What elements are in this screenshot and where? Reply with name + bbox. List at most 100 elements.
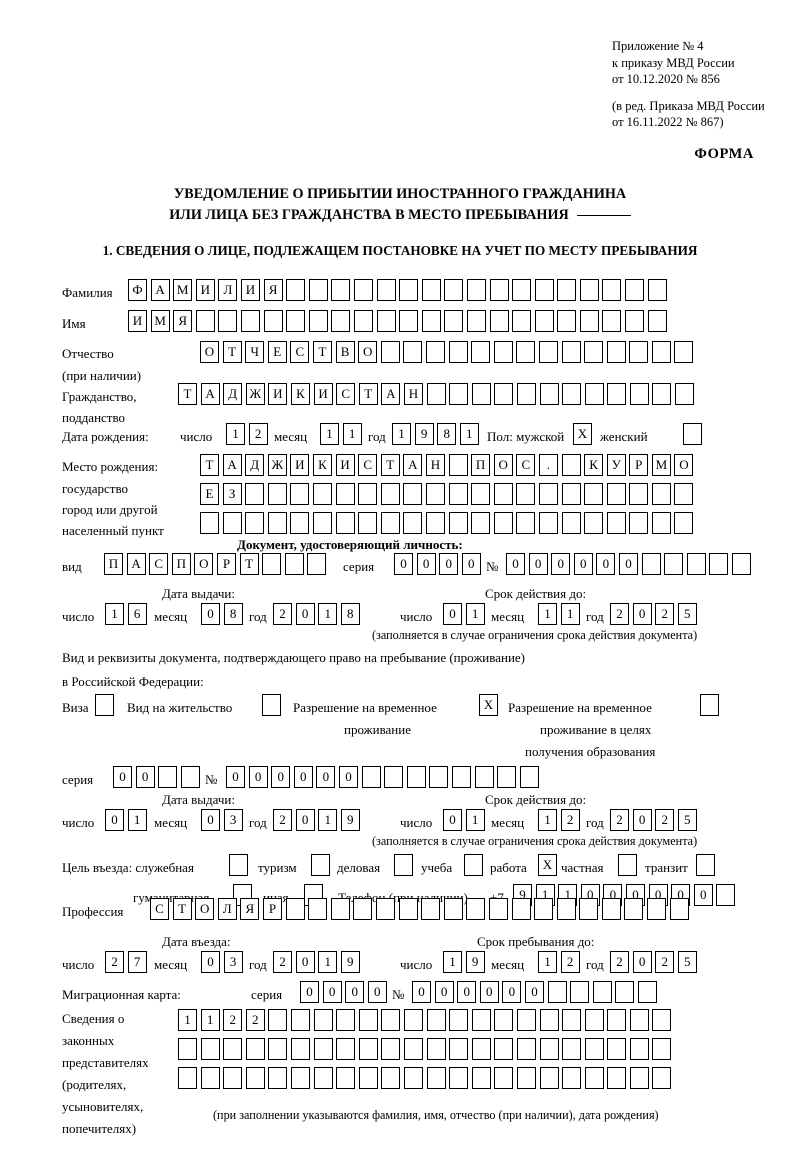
char-box[interactable]	[584, 1067, 604, 1089]
char-box[interactable]: 1	[465, 809, 485, 831]
char-box[interactable]	[516, 383, 536, 405]
char-box[interactable]	[200, 512, 219, 534]
char-box[interactable]	[607, 1009, 627, 1031]
char-box[interactable]: С	[149, 553, 169, 575]
checkbox-temp-residence-edu[interactable]	[700, 694, 719, 716]
char-box[interactable]	[312, 512, 332, 534]
char-box[interactable]: 0	[506, 553, 525, 575]
char-box[interactable]	[178, 1038, 197, 1060]
char-box[interactable]: 2	[105, 951, 124, 973]
char-box[interactable]: 1	[318, 603, 338, 625]
char-box[interactable]	[313, 1009, 333, 1031]
char-box[interactable]	[421, 279, 441, 301]
char-box[interactable]: Р	[262, 898, 282, 920]
char-box[interactable]: 1	[318, 951, 338, 973]
char-box[interactable]	[353, 279, 373, 301]
char-box[interactable]	[381, 1009, 401, 1031]
char-box[interactable]: Т	[239, 553, 259, 575]
char-box[interactable]: .	[538, 454, 558, 476]
char-box[interactable]: 1	[538, 603, 557, 625]
char-box[interactable]: П	[171, 553, 191, 575]
char-box[interactable]: 0	[135, 766, 155, 788]
char-box[interactable]	[471, 483, 491, 505]
char-box[interactable]	[512, 310, 532, 332]
char-box[interactable]: 0	[528, 553, 548, 575]
char-box[interactable]	[629, 483, 649, 505]
char-box[interactable]: 5	[677, 809, 697, 831]
char-box[interactable]	[380, 341, 400, 363]
char-box[interactable]: У	[606, 454, 626, 476]
char-box[interactable]: 2	[610, 951, 629, 973]
char-box[interactable]	[675, 383, 695, 405]
char-box[interactable]	[625, 279, 645, 301]
char-box[interactable]	[284, 553, 304, 575]
char-box[interactable]: 3	[223, 809, 243, 831]
checkbox-temp-residence[interactable]: X	[479, 694, 498, 716]
char-box[interactable]	[686, 553, 706, 575]
char-box[interactable]	[335, 483, 355, 505]
char-box[interactable]	[376, 279, 396, 301]
char-box[interactable]	[268, 1038, 288, 1060]
field-legal-rep-line-2[interactable]	[178, 1038, 672, 1060]
char-box[interactable]: 0	[201, 951, 220, 973]
char-box[interactable]: И	[335, 454, 355, 476]
char-box[interactable]	[358, 1038, 378, 1060]
char-box[interactable]	[629, 1067, 649, 1089]
char-box[interactable]	[512, 279, 532, 301]
char-box[interactable]	[290, 483, 310, 505]
char-box[interactable]: К	[312, 454, 332, 476]
char-box[interactable]	[375, 898, 395, 920]
char-box[interactable]	[358, 1009, 378, 1031]
char-box[interactable]: О	[358, 341, 378, 363]
char-box[interactable]	[607, 1038, 627, 1060]
field-birth-place-line-3[interactable]	[200, 512, 694, 534]
char-box[interactable]: 0	[295, 951, 315, 973]
char-box[interactable]	[651, 483, 671, 505]
char-box[interactable]	[195, 310, 215, 332]
char-box[interactable]	[286, 310, 306, 332]
char-box[interactable]	[466, 898, 486, 920]
char-box[interactable]	[381, 1038, 401, 1060]
char-box[interactable]: Л	[218, 279, 238, 301]
char-box[interactable]	[562, 1038, 582, 1060]
char-box[interactable]: 8	[340, 603, 360, 625]
char-box[interactable]: Н	[425, 454, 445, 476]
char-box[interactable]	[245, 1038, 265, 1060]
char-box[interactable]	[330, 898, 350, 920]
char-box[interactable]: 0	[502, 981, 522, 1003]
char-box[interactable]	[361, 766, 381, 788]
char-box[interactable]	[647, 310, 667, 332]
char-box[interactable]	[267, 512, 287, 534]
checkbox-purpose-study[interactable]	[464, 854, 483, 876]
char-box[interactable]: 0	[226, 766, 245, 788]
char-box[interactable]	[669, 898, 689, 920]
char-box[interactable]	[426, 383, 446, 405]
char-box[interactable]	[426, 1009, 446, 1031]
char-box[interactable]	[615, 981, 635, 1003]
char-box[interactable]	[290, 512, 310, 534]
char-box[interactable]	[313, 1038, 333, 1060]
char-box[interactable]	[308, 310, 328, 332]
char-box[interactable]: 0	[632, 951, 652, 973]
char-box[interactable]: 2	[223, 1009, 243, 1031]
char-box[interactable]	[651, 512, 671, 534]
char-box[interactable]: С	[358, 454, 378, 476]
char-box[interactable]: 2	[560, 809, 580, 831]
char-box[interactable]	[592, 981, 612, 1003]
char-box[interactable]	[312, 483, 332, 505]
checkbox-sex-male[interactable]: X	[573, 423, 592, 445]
char-box[interactable]	[493, 341, 513, 363]
char-box[interactable]: С	[516, 454, 536, 476]
char-box[interactable]	[353, 898, 373, 920]
